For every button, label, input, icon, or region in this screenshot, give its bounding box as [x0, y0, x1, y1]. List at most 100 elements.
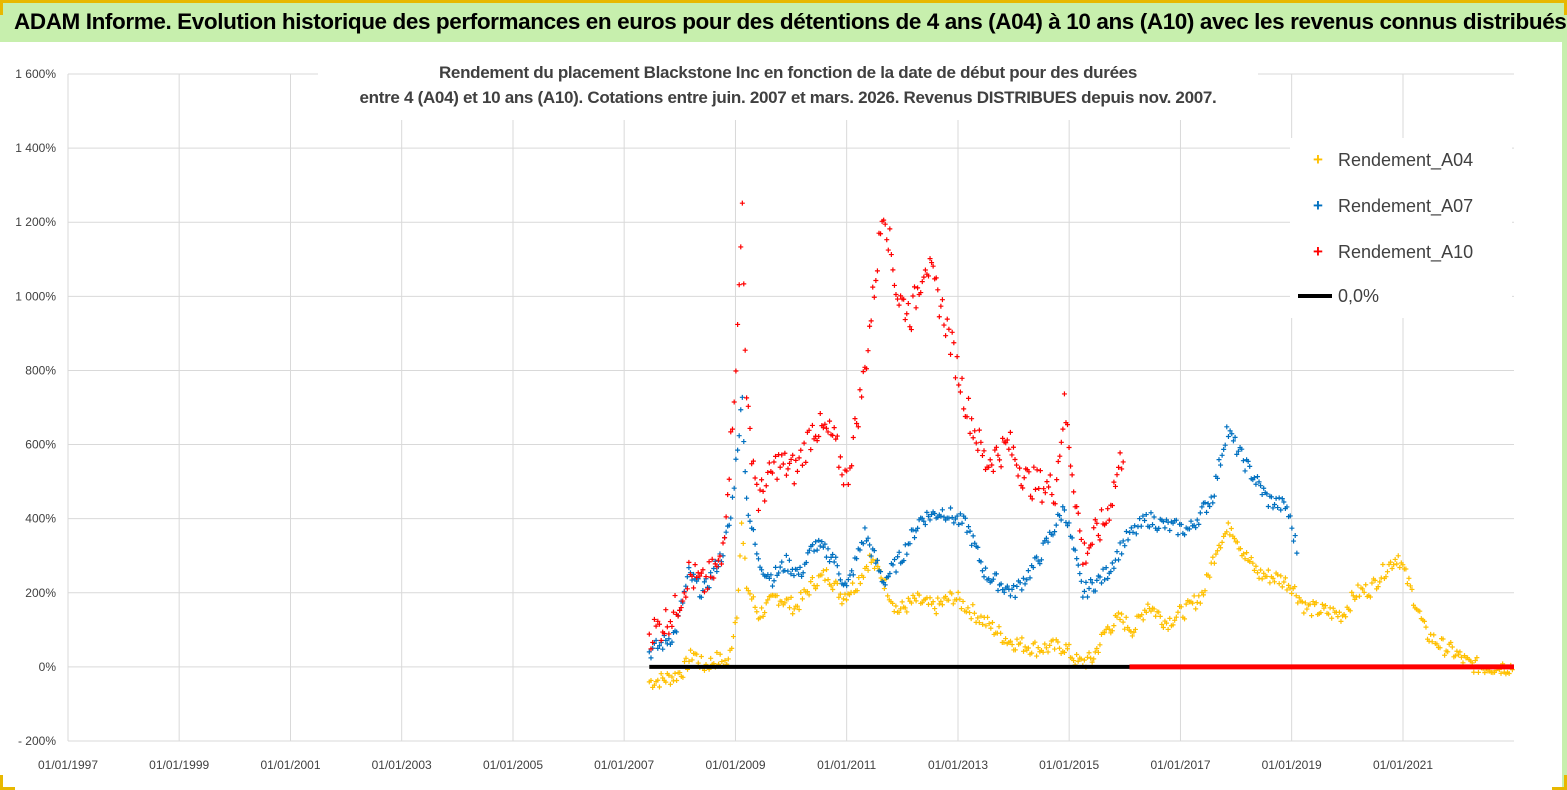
- data-point-marker: [852, 416, 858, 422]
- x-tick-label: 01/01/2007: [594, 758, 654, 772]
- data-point-marker: [1022, 581, 1028, 587]
- data-point-marker: [1231, 535, 1237, 541]
- data-point-marker: [893, 603, 899, 609]
- data-point-marker: [683, 594, 689, 600]
- data-point-marker: [663, 637, 669, 643]
- data-point-marker: [1310, 599, 1316, 605]
- data-point-marker: [882, 582, 888, 588]
- data-point-marker: [796, 571, 802, 577]
- data-point-marker: [901, 558, 907, 564]
- data-point-marker: [777, 464, 783, 470]
- data-point-marker: [831, 425, 837, 431]
- report-title: ADAM Informe. Evolution historique des p…: [14, 9, 1567, 34]
- data-point-marker: [1120, 619, 1126, 625]
- data-point-marker: [1007, 593, 1013, 599]
- data-point-marker: [823, 554, 829, 560]
- data-point-marker: [1130, 529, 1136, 535]
- data-point-marker: [1218, 545, 1224, 551]
- data-point-marker: [780, 461, 786, 467]
- data-point-marker: [968, 616, 974, 622]
- data-point-marker: [993, 444, 999, 450]
- data-point-marker: [1001, 589, 1007, 595]
- data-point-marker: [1273, 495, 1279, 501]
- data-point-marker: [831, 559, 837, 565]
- data-point-marker: [666, 631, 672, 637]
- data-point-marker: [1119, 611, 1125, 617]
- data-point-marker: [890, 267, 896, 273]
- data-point-marker: [1472, 658, 1478, 664]
- data-point-marker: [987, 457, 993, 463]
- data-point-marker: [830, 551, 836, 557]
- data-point-marker: [1045, 539, 1051, 545]
- data-point-marker: [834, 580, 840, 586]
- data-point-marker: [1258, 483, 1264, 489]
- data-point-marker: [1095, 649, 1101, 655]
- data-point-marker: [1083, 579, 1089, 585]
- data-point-marker: [1384, 569, 1390, 575]
- data-point-marker: [769, 583, 775, 589]
- data-point-marker: [1241, 551, 1247, 557]
- data-point-marker: [1150, 522, 1156, 528]
- data-point-marker: [967, 528, 973, 534]
- data-point-marker: [731, 485, 737, 491]
- data-point-marker: [655, 645, 661, 651]
- data-point-marker: [1411, 602, 1417, 608]
- data-point-marker: [1009, 642, 1015, 648]
- data-point-marker: [684, 574, 690, 580]
- data-point-marker: [735, 447, 741, 453]
- data-point-marker: [728, 429, 734, 435]
- y-tick-label: 1 200%: [15, 215, 56, 229]
- data-point-marker: [1000, 435, 1006, 441]
- data-point-marker: [989, 619, 995, 625]
- data-point-marker: [663, 607, 669, 613]
- data-point-marker: [782, 600, 788, 606]
- data-point-marker: [967, 430, 973, 436]
- data-point-marker: [1394, 561, 1400, 567]
- data-point-marker: [1068, 463, 1074, 469]
- data-point-marker: [964, 414, 970, 420]
- data-point-marker: [1326, 611, 1332, 617]
- data-point-marker: [865, 348, 871, 354]
- data-point-marker: [1170, 622, 1176, 628]
- data-point-marker: [1007, 429, 1013, 435]
- data-point-marker: [1304, 606, 1310, 612]
- data-point-marker: [1025, 645, 1031, 651]
- legend-item-a04: + Rendement_A04: [1298, 148, 1473, 172]
- data-point-marker: [1100, 566, 1106, 572]
- data-point-marker: [943, 594, 949, 600]
- data-point-marker: [809, 575, 815, 581]
- data-point-marker: [904, 609, 910, 615]
- data-point-marker: [1034, 467, 1040, 473]
- data-point-marker: [1211, 493, 1217, 499]
- data-point-marker: [779, 452, 785, 458]
- data-point-marker: [1148, 608, 1154, 614]
- data-point-marker: [874, 557, 880, 563]
- data-point-marker: [957, 596, 963, 602]
- data-point-marker: [871, 294, 877, 300]
- data-point-marker: [1454, 648, 1460, 654]
- data-point-marker: [990, 468, 996, 474]
- data-point-marker: [1261, 570, 1267, 576]
- data-point-marker: [1404, 581, 1410, 587]
- data-point-marker: [752, 475, 758, 481]
- data-point-marker: [754, 609, 760, 615]
- data-point-marker: [1132, 626, 1138, 632]
- data-point-marker: [952, 375, 958, 381]
- data-point-marker: [1112, 483, 1118, 489]
- data-point-marker: [939, 297, 945, 303]
- data-point-marker: [995, 452, 1001, 458]
- data-point-marker: [871, 548, 877, 554]
- data-point-marker: [1012, 456, 1018, 462]
- data-point-marker: [978, 439, 984, 445]
- data-point-marker: [857, 387, 863, 393]
- data-point-marker: [656, 643, 662, 649]
- data-point-marker: [725, 492, 731, 498]
- data-point-marker: [1095, 533, 1101, 539]
- data-point-marker: [670, 609, 676, 615]
- data-point-marker: [667, 619, 673, 625]
- data-point-marker: [1020, 575, 1026, 581]
- data-point-marker: [941, 322, 947, 328]
- data-point-marker: [1156, 609, 1162, 615]
- data-point-marker: [1167, 615, 1173, 621]
- data-point-marker: [804, 589, 810, 595]
